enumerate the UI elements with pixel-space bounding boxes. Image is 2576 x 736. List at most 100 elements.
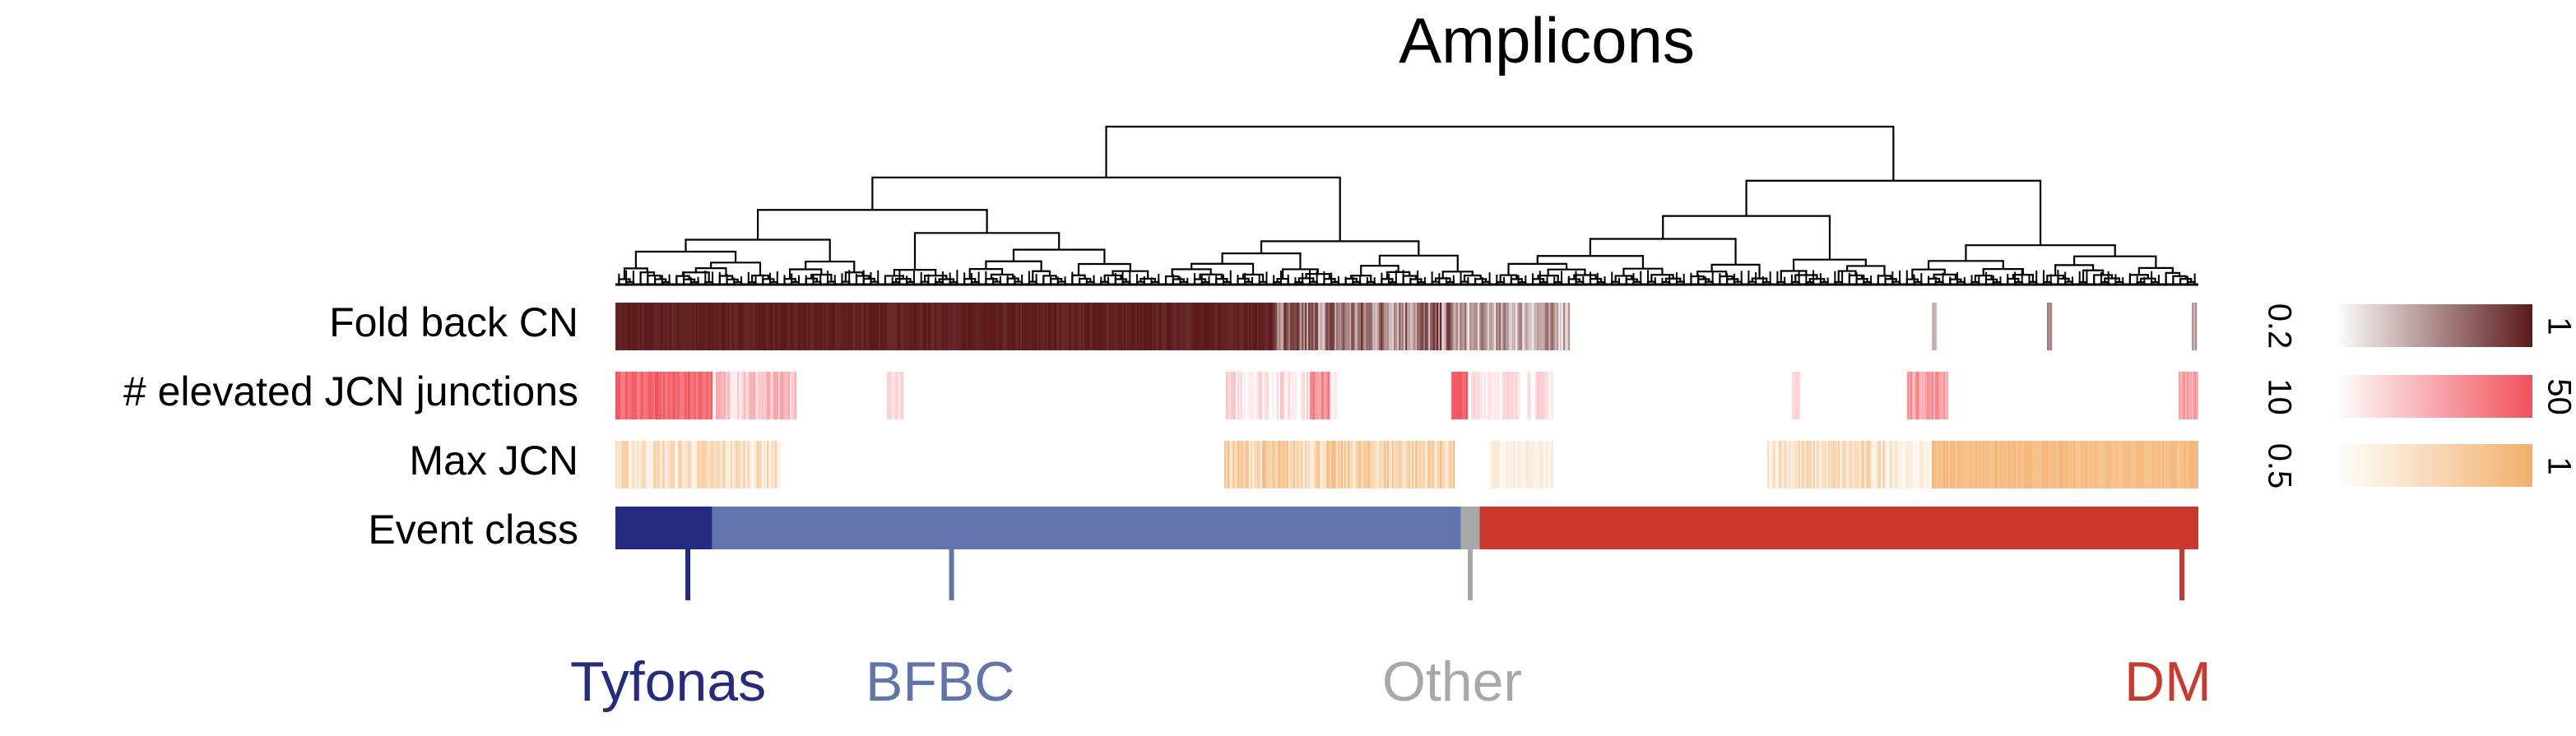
fold-back-cn-cell <box>1201 303 1204 350</box>
fold-back-cn-cell <box>1494 303 1497 350</box>
fold-back-cn-cell <box>622 303 624 350</box>
max-jcn-cell <box>619 441 621 488</box>
fold-back-cn-cell <box>1407 303 1409 350</box>
fold-back-cn-cell <box>1932 303 1934 350</box>
max-jcn-cell <box>1547 441 1549 488</box>
max-jcn-cell <box>1389 441 1391 488</box>
elevated-jcn-junctions-cell <box>1945 372 1947 419</box>
max-jcn-cell <box>1499 441 1502 488</box>
fold-back-cn-cell <box>1047 303 1049 350</box>
max-jcn-cell <box>1775 441 1778 488</box>
fold-back-cn-cell <box>1277 303 1279 350</box>
fold-back-cn-cell <box>1519 303 1521 350</box>
elevated-jcn-junctions-cell <box>1925 372 1928 419</box>
max-jcn-cell <box>1800 441 1803 488</box>
max-jcn-cell <box>2162 441 2165 488</box>
fold-back-cn-cell <box>642 303 644 350</box>
elevated-jcn-junctions-cell <box>1303 372 1306 419</box>
elevated-jcn-junctions-cell <box>658 372 661 419</box>
fold-back-cn-cell <box>1042 303 1044 350</box>
max-jcn-cell <box>2110 441 2112 488</box>
elevated-jcn-junctions-cell <box>1937 372 1939 419</box>
fold-back-cn-cell <box>1410 303 1413 350</box>
fold-back-cn-cell <box>1358 303 1360 350</box>
elevated-jcn-junctions-cell <box>780 372 782 419</box>
elevated-jcn-junctions-cell <box>1476 372 1478 419</box>
max-jcn-cell <box>2105 441 2107 488</box>
max-jcn-legend-min: 0.5 <box>2261 442 2298 489</box>
max-jcn-cell <box>2123 441 2125 488</box>
fold-back-cn-cell <box>1499 303 1502 350</box>
max-jcn-cell <box>1853 441 1855 488</box>
elevated-jcn-junctions-cell <box>1231 372 1233 419</box>
elevated-jcn-junctions-cell <box>1481 372 1483 419</box>
max-jcn-cell <box>1550 441 1553 488</box>
fold-back-cn-cell <box>1280 303 1283 350</box>
max-jcn-cell <box>1980 441 1982 488</box>
max-jcn-cell <box>666 441 669 488</box>
elevated-jcn-junctions-cell <box>670 372 672 419</box>
fold-back-cn-cell <box>724 303 726 350</box>
max-jcn-cell <box>653 441 656 488</box>
fold-back-cn-cell <box>1491 303 1493 350</box>
max-jcn-cell <box>629 441 631 488</box>
max-jcn-cell <box>1899 441 1901 488</box>
elevated-jcn-junctions-cell <box>1938 372 1941 419</box>
fold-back-cn-cell <box>1935 303 1938 350</box>
fold-back-cn-cell <box>673 303 675 350</box>
fold-back-cn-cell <box>1409 303 1411 350</box>
fold-back-cn-cell <box>849 303 852 350</box>
max-jcn-cell <box>2085 441 2087 488</box>
fold-back-cn-cell <box>1112 303 1115 350</box>
fold-back-cn-cell <box>1379 303 1381 350</box>
fold-back-cn-cell <box>778 303 781 350</box>
fold-back-cn-cell <box>1474 303 1477 350</box>
fold-back-cn-cell <box>1331 303 1334 350</box>
elevated-jcn-junctions-cell <box>1514 372 1516 419</box>
max-jcn-cell <box>2147 441 2150 488</box>
max-jcn-cell <box>1292 441 1294 488</box>
max-jcn-cell <box>772 441 774 488</box>
max-jcn-cell <box>2035 441 2038 488</box>
dendrogram-branch <box>1463 274 1482 282</box>
max-jcn-cell <box>1927 441 1929 488</box>
elevated-jcn-junctions-cell <box>1474 372 1477 419</box>
max-jcn-cell <box>1418 441 1421 488</box>
fold-back-cn-cell <box>1371 303 1373 350</box>
fold-back-cn-cell <box>1127 303 1130 350</box>
fold-back-cn-cell <box>634 303 636 350</box>
elevated-jcn-junctions-cell <box>1917 372 1919 419</box>
max-jcn-cell <box>2060 441 2063 488</box>
max-jcn-cell <box>1871 441 1873 488</box>
max-jcn-cell <box>1336 441 1339 488</box>
max-jcn-cell <box>1254 441 1256 488</box>
max-jcn-cell <box>1496 441 1498 488</box>
max-jcn-cell <box>1794 441 1796 488</box>
elevated-jcn-junctions-cell <box>1267 372 1269 419</box>
dendrogram-branch <box>1974 275 1993 283</box>
fold-back-cn-cell <box>1492 303 1495 350</box>
fold-back-cn-cell <box>813 303 815 350</box>
dendrogram-branch <box>2104 277 2120 283</box>
fold-back-cn-cell <box>895 303 898 350</box>
fold-back-cn-cell <box>747 303 750 350</box>
max-jcn-cell <box>1866 441 1868 488</box>
fold-back-cn-cell <box>936 303 939 350</box>
elevated-jcn-junctions-cell <box>892 372 894 419</box>
max-jcn-cell <box>632 441 634 488</box>
fold-back-cn-cell <box>1050 303 1052 350</box>
fold-back-cn-cell <box>770 303 773 350</box>
max-jcn-cell <box>2192 441 2194 488</box>
elevated-jcn-junctions-cell <box>1907 372 1910 419</box>
elevated-jcn-junctions-legend-min: 10 <box>2261 378 2298 415</box>
fold-back-cn-cell <box>1035 303 1037 350</box>
max-jcn-cell <box>1938 441 1941 488</box>
fold-back-cn-cell <box>627 303 629 350</box>
max-jcn-cell <box>1826 441 1829 488</box>
fold-back-cn-cell <box>1257 303 1260 350</box>
fold-back-cn-cell <box>806 303 809 350</box>
fold-back-cn-cell <box>1056 303 1059 350</box>
elevated-jcn-junctions-cell <box>887 372 889 419</box>
fold-back-cn-cell <box>790 303 792 350</box>
fold-back-cn-cell <box>1390 303 1393 350</box>
